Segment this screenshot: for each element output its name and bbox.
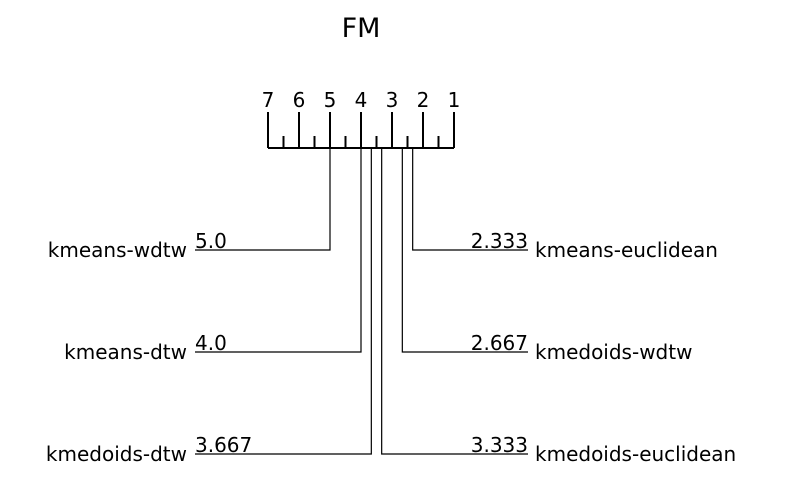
method-connector	[381, 148, 528, 455]
method-label: kmeans-euclidean	[535, 238, 718, 262]
method-label: kmeans-dtw	[64, 340, 187, 364]
method-connector	[195, 148, 362, 353]
rank-label: 2.667	[471, 331, 528, 355]
method-label: kmeans-wdtw	[48, 238, 187, 262]
method-connector	[412, 148, 528, 251]
tick-label: 1	[448, 88, 461, 112]
rank-label: 2.333	[471, 229, 528, 253]
method-markers: 5.0 kmeans-wdtw 4.0 kmeans-dtw 3.667 kmedoids…	[46, 148, 736, 466]
rank-label: 3.667	[195, 433, 252, 457]
method-label: kmedoids-dtw	[46, 442, 187, 466]
tick-label: 6	[293, 88, 306, 112]
method-connector	[195, 148, 331, 251]
rank-label: 3.333	[471, 433, 528, 457]
method-connector	[401, 148, 528, 353]
method-label: kmedoids-euclidean	[535, 442, 736, 466]
tick-label: 7	[262, 88, 275, 112]
tick-label: 3	[386, 88, 399, 112]
chart-title: FM	[342, 13, 381, 44]
tick-label: 5	[324, 88, 337, 112]
method-label: kmedoids-wdtw	[535, 340, 692, 364]
method-connector	[195, 148, 372, 455]
rank-label: 4.0	[195, 331, 227, 355]
tick-label: 2	[417, 88, 430, 112]
rank-label: 5.0	[195, 229, 227, 253]
tick-label: 4	[355, 88, 368, 112]
